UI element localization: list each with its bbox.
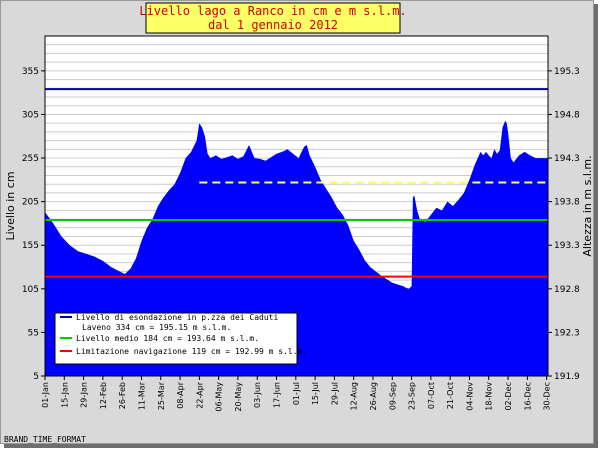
x-tick-label: 20-May xyxy=(234,382,243,412)
x-tick-label: 18-Nov xyxy=(485,382,494,411)
left-tick-label: 305 xyxy=(22,110,39,120)
right-tick-label: 192.3 xyxy=(554,328,580,338)
x-tick-label: 23-Sep xyxy=(408,382,417,410)
right-axis-label: Altezza in m s.l.m. xyxy=(581,155,594,256)
right-y-axis-ticks: 191.9 192.3 192.8 193.3 193.8 194.3 194.8 195.3 xyxy=(548,67,580,382)
legend-sublabel-0: Laveno 334 cm = 195.15 m s.l.m. xyxy=(82,323,231,332)
right-tick-label: 191.9 xyxy=(554,372,580,382)
x-tick-label: 07-Oct xyxy=(427,382,436,409)
chart-title-line1: Livello lago a Ranco in cm e m s.l.m. xyxy=(139,4,406,18)
legend-label-0: Livello di esondazione in p.zza dei Cadu… xyxy=(76,313,278,322)
x-tick-label: 08-Apr xyxy=(176,381,185,408)
legend: Livello di esondazione in p.zza dei Cadu… xyxy=(60,313,307,356)
x-tick-label: 02-Dec xyxy=(504,382,513,411)
left-tick-label: 55 xyxy=(28,328,39,338)
left-tick-label: 155 xyxy=(22,241,39,251)
reference-lines xyxy=(45,88,548,278)
x-tick-label: 26-Aug xyxy=(369,382,378,411)
x-tick-label: 11-Mar xyxy=(137,381,146,410)
x-axis-ticks: 01-Jan 15-Jan 29-Jan 12-Feb 26-Feb 11-Mar 25-M… xyxy=(41,376,552,412)
left-tick-label: 255 xyxy=(22,154,39,164)
chart-title-line2: dal 1 gennaio 2012 xyxy=(208,18,338,32)
title-box xyxy=(145,2,401,34)
x-tick-label: 01-Jul xyxy=(292,382,301,405)
x-tick-label: 12-Aug xyxy=(350,382,359,411)
x-tick-label: 15-Jul xyxy=(311,382,320,405)
x-tick-label: 29-Jan xyxy=(80,382,89,408)
left-tick-label: 105 xyxy=(22,285,39,295)
plot-border xyxy=(44,35,549,377)
x-tick-label: 12-Feb xyxy=(99,382,108,409)
left-tick-label: 205 xyxy=(22,198,39,208)
x-tick-label: 22-Apr xyxy=(195,381,204,408)
x-tick-label: 01-Jan xyxy=(41,382,50,408)
x-tick-label: 04-Nov xyxy=(465,382,474,411)
x-tick-label: 15-Jan xyxy=(60,382,69,408)
legend-label-1: Livello medio 184 cm = 193.64 m s.l.m. xyxy=(76,334,259,343)
level-area xyxy=(45,120,548,376)
right-tick-label: 194.3 xyxy=(554,154,580,164)
x-tick-label: 06-May xyxy=(215,382,224,412)
right-tick-label: 192.8 xyxy=(554,285,580,295)
legend-box xyxy=(54,312,298,365)
legend-label-2: Limitazione navigazione 119 cm = 192.99 … xyxy=(76,347,307,356)
x-tick-label: 25-Mar xyxy=(157,381,166,410)
x-tick-label: 03-Jun xyxy=(253,382,262,408)
left-axis-label: Livello in cm xyxy=(4,171,17,240)
left-tick-label: 5 xyxy=(33,372,39,382)
x-tick-label: 17-Jun xyxy=(273,382,282,408)
left-tick-label: 355 xyxy=(22,67,39,77)
x-tick-label: 29-Jul xyxy=(330,382,339,405)
footer-text: BRAND_TIME_FORMAT xyxy=(4,435,86,444)
x-tick-label: 16-Dec xyxy=(523,382,532,411)
x-tick-label: 09-Sep xyxy=(388,382,397,410)
right-tick-label: 193.3 xyxy=(554,241,580,251)
right-tick-label: 193.8 xyxy=(554,198,580,208)
x-tick-label: 30-Dec xyxy=(543,382,552,411)
right-tick-label: 195.3 xyxy=(554,67,580,77)
right-tick-label: 194.8 xyxy=(554,110,580,120)
x-tick-label: 26-Feb xyxy=(118,382,127,409)
x-tick-label: 21-Oct xyxy=(446,382,455,409)
